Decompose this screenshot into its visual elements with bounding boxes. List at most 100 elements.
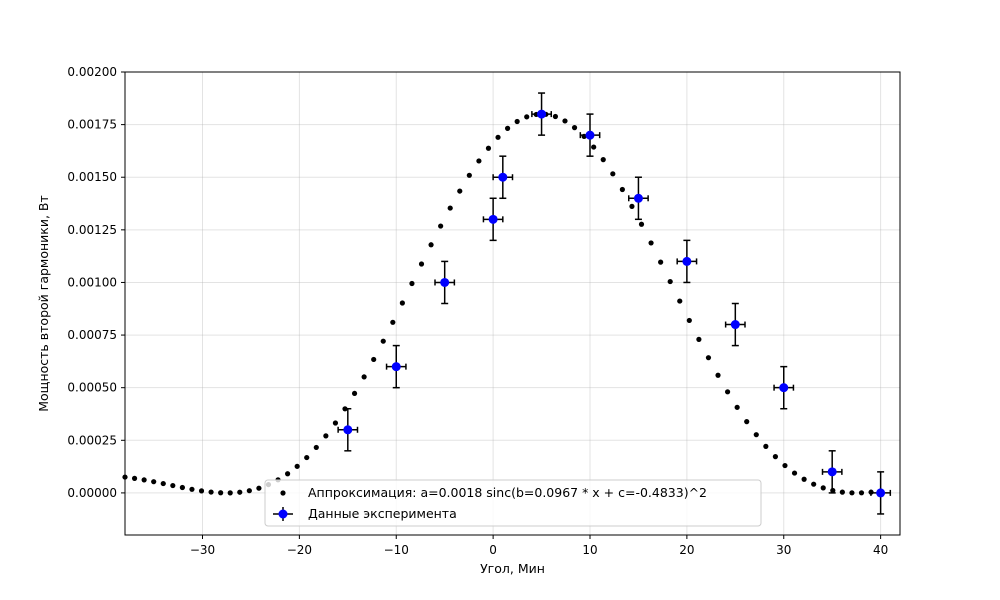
- fit-point: [170, 482, 176, 489]
- fit-point: [457, 188, 463, 194]
- fit-point: [820, 485, 826, 491]
- fit-point: [198, 488, 205, 494]
- axis-ticks: −30 −20 −10 0 10 20 30 40 0.00000 0.00025 0.00050 0…: [67, 65, 888, 557]
- data-marker: [730, 320, 740, 330]
- fit-point: [351, 390, 358, 397]
- fit-point: [323, 433, 329, 439]
- x-tick-label: 20: [679, 543, 694, 557]
- fit-point: [667, 278, 673, 285]
- fit-point: [763, 443, 769, 449]
- fit-point: [189, 486, 195, 492]
- legend-box: [264, 479, 762, 527]
- data-marker: [779, 383, 789, 393]
- fit-point: [179, 484, 185, 491]
- y-tick-label: 0.00125: [67, 223, 117, 237]
- data-marker: [537, 109, 547, 119]
- fit-point: [285, 471, 291, 477]
- fit-point: [294, 463, 300, 469]
- y-axis-label: Мощность второй гармоники, Вт: [36, 195, 51, 412]
- data-point: [773, 365, 795, 410]
- data-point: [724, 302, 746, 347]
- fit-point: [313, 444, 319, 451]
- data-marker: [827, 467, 837, 477]
- x-tick-label: −20: [287, 543, 312, 557]
- fit-point: [562, 118, 568, 124]
- x-axis-label: Угол, Мин: [480, 561, 545, 576]
- fit-point: [495, 134, 501, 140]
- fit-point: [304, 454, 310, 461]
- data-marker: [633, 193, 643, 203]
- fit-point: [332, 420, 339, 426]
- fit-point: [591, 144, 597, 150]
- x-tick-label: 30: [776, 543, 791, 557]
- legend-fit-dot: [280, 490, 286, 496]
- fit-point: [619, 186, 625, 193]
- data-marker: [585, 130, 595, 140]
- fit-point: [648, 240, 654, 246]
- fit-point: [705, 355, 712, 361]
- fit-point: [791, 470, 798, 476]
- data-point: [482, 197, 504, 242]
- fit-point: [476, 158, 482, 164]
- y-tick-label: 0.00150: [67, 170, 117, 184]
- fit-point: [724, 389, 731, 395]
- data-point: [628, 176, 649, 221]
- fit-series: [122, 111, 884, 496]
- fit-point: [753, 432, 759, 438]
- fit-point: [801, 476, 807, 482]
- data-point: [821, 450, 843, 494]
- fit-point: [390, 319, 396, 325]
- data-marker: [343, 425, 353, 435]
- fit-point: [629, 203, 635, 209]
- fit-point: [208, 489, 214, 495]
- data-point: [676, 239, 698, 284]
- fit-point: [571, 125, 578, 131]
- fit-point: [428, 242, 434, 248]
- data-marker: [440, 277, 450, 287]
- fit-point: [524, 114, 530, 120]
- data-marker: [498, 172, 508, 182]
- fit-point: [514, 118, 520, 125]
- x-tick-label: −30: [190, 543, 215, 557]
- fit-point: [141, 477, 147, 483]
- fit-point: [256, 485, 262, 491]
- legend-data-label: Данные эксперимента: [308, 506, 457, 521]
- fit-point: [858, 490, 865, 496]
- fit-point: [686, 317, 692, 324]
- fit-point: [399, 300, 405, 306]
- data-point: [434, 260, 456, 305]
- fit-point: [151, 479, 157, 485]
- data-point: [579, 113, 601, 157]
- experiment-series: [337, 92, 892, 515]
- fit-point: [638, 221, 645, 227]
- fit-point: [849, 490, 855, 496]
- y-tick-label: 0.00175: [67, 118, 117, 132]
- data-point: [385, 344, 407, 389]
- legend-fit-marker: [280, 490, 286, 496]
- fit-point: [131, 475, 138, 481]
- fit-point: [610, 171, 616, 177]
- data-point: [870, 471, 892, 515]
- fit-point: [504, 125, 511, 131]
- y-tick-label: 0.00000: [67, 486, 117, 500]
- y-tick-label: 0.00050: [67, 381, 117, 395]
- fit-point: [438, 223, 444, 229]
- fit-point: [744, 419, 750, 425]
- plot-frame: [124, 71, 901, 536]
- fit-point: [371, 356, 377, 363]
- fit-point: [380, 338, 386, 344]
- fit-point: [677, 298, 683, 304]
- y-tick-label: 0.00075: [67, 328, 117, 342]
- fit-point: [600, 157, 606, 163]
- fit-point: [361, 374, 367, 380]
- x-tick-label: 10: [582, 543, 597, 557]
- x-tick-label: 0: [489, 543, 497, 557]
- fit-point: [246, 488, 252, 494]
- fit-point: [447, 205, 453, 211]
- x-tick-label: −10: [384, 543, 409, 557]
- legend: Аппроксимация: a=0.0018 sinc(b=0.0967 * …: [264, 479, 762, 527]
- fit-point: [811, 481, 817, 487]
- fit-point: [237, 489, 243, 495]
